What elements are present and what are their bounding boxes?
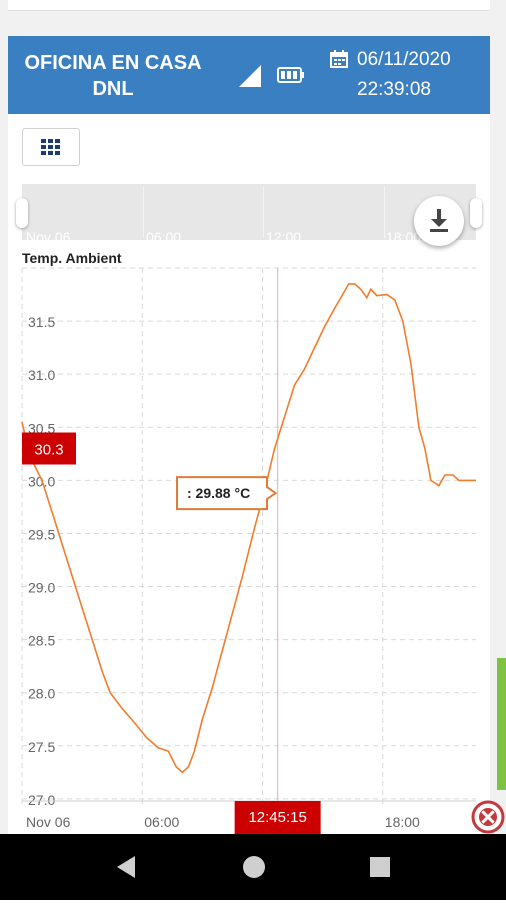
temperature-chart[interactable]: 27.027.528.028.529.029.530.030.531.031.5… [0,0,506,834]
battery-icon [277,67,304,83]
previous-card-edge [8,0,490,11]
tooltip-label: : 29.88 °C [187,485,250,501]
download-icon [430,209,448,232]
x-tick-label: Nov 06 [26,814,71,830]
y-tick-label: 29.0 [28,580,55,596]
navigator-separator [263,186,264,238]
navigator-right-handle[interactable] [470,198,482,228]
chart-title: Temp. Ambient [22,250,122,266]
recent-apps-icon[interactable] [370,857,390,877]
back-icon[interactable] [117,856,135,878]
download-button[interactable] [414,196,464,246]
home-icon[interactable] [243,856,265,878]
y-tick-label: 28.5 [28,633,55,649]
signal-icon [239,65,261,87]
current-value-label: 30.3 [34,441,63,458]
close-circle-icon[interactable] [471,800,505,834]
tooltip-box [176,476,278,511]
navigator-separator [143,186,144,238]
y-tick-label: 30.5 [28,420,55,436]
y-tick-label: 31.0 [28,367,55,383]
crosshair-time-label: 12:45:15 [248,809,306,826]
side-panel-tab[interactable] [497,658,506,790]
temperature-series-line [21,283,476,774]
y-tick-label: 27.5 [28,739,55,755]
header-time: 22:39:08 [357,79,431,100]
device-name: OFICINA EN CASA DNL [24,52,202,100]
calendar-icon [330,50,348,68]
device-card: OFICINA EN CASA DNL 06/11/2020 22:39:08 [8,36,490,834]
x-tick-label: 18:00 [385,814,420,830]
navigator-tick: 12:00 [266,229,302,245]
chart-navigator[interactable] [22,184,476,240]
android-nav-bar [0,834,506,900]
device-header: OFICINA EN CASA DNL 06/11/2020 22:39:08 [8,36,490,114]
grid-icon [41,139,60,155]
navigator-tick: 18:00 [386,229,422,245]
navigator-tick: Nov 06 [26,229,71,245]
y-tick-label: 28.0 [28,686,55,702]
y-tick-label: 31.5 [28,314,55,330]
navigator-tick: 06:00 [146,229,182,245]
navigator-separator [384,186,385,238]
x-tick-label: 06:00 [144,814,179,830]
navigator-left-handle[interactable] [16,198,28,228]
crosshair-time-badge [234,801,321,834]
y-tick-label: 27.0 [28,792,55,808]
grid-view-button[interactable] [22,128,80,166]
current-value-badge [22,432,76,465]
y-tick-label: 29.5 [28,526,55,542]
header-date: 06/11/2020 [357,49,451,70]
